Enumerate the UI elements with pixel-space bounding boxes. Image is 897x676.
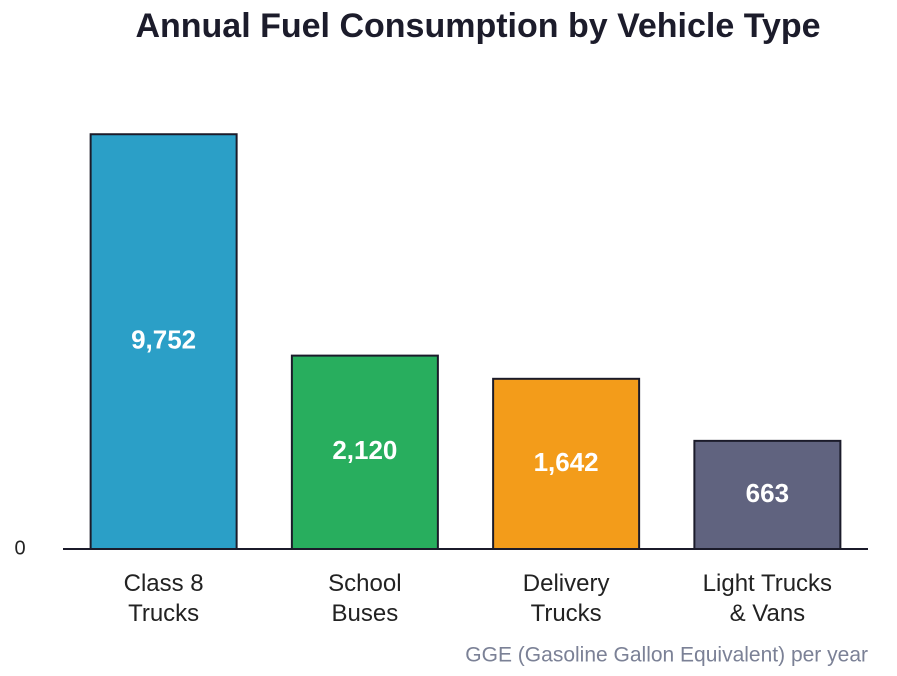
- bar: [89, 133, 238, 550]
- x-tick-label: School Buses: [328, 570, 402, 627]
- bar: [693, 439, 842, 551]
- chart-title: Annual Fuel Consumption by Vehicle Type: [135, 7, 820, 45]
- y-tick-label: 0: [14, 537, 25, 559]
- x-tick-label: Light Trucks & Vans: [702, 570, 833, 627]
- x-tick-label: Delivery Trucks: [522, 570, 610, 627]
- x-tick-label: Class 8 Trucks: [123, 570, 204, 627]
- data-label: 2,120: [332, 435, 397, 465]
- data-label: 9,752: [131, 324, 196, 354]
- bar: [492, 377, 641, 551]
- bar: [290, 354, 439, 551]
- x-axis-label: GGE (Gasoline Gallon Equivalent) per yea…: [465, 644, 868, 667]
- data-label: 1,642: [534, 447, 599, 477]
- data-label: 663: [746, 478, 789, 508]
